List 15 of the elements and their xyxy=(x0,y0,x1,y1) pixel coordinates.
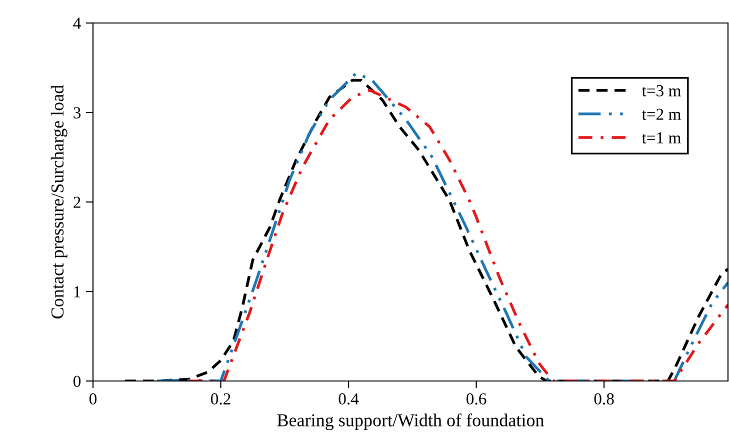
legend-label: t=2 m xyxy=(642,108,681,120)
x-tick-label: 0.2 xyxy=(210,393,230,405)
legend-label: t=3 m xyxy=(642,85,681,96)
x-tick-label: 0.6 xyxy=(466,393,486,405)
y-tick-label: 1 xyxy=(74,286,80,298)
y-tick-label: 4 xyxy=(73,18,81,29)
legend-label: t=1 m xyxy=(642,132,681,144)
y-tick-label: 0 xyxy=(73,376,81,387)
y-tick-label: 3 xyxy=(74,107,81,118)
y-axis-title: Contact pressure/Surcharge load xyxy=(50,85,68,318)
x-tick-label: 0.4 xyxy=(338,393,359,405)
x-tick-label: 0 xyxy=(89,393,97,405)
x-tick-label: 0.8 xyxy=(594,393,614,405)
y-tick-label: 2 xyxy=(74,196,80,208)
x-axis-title: Bearing support/Width of foundation xyxy=(277,413,544,430)
